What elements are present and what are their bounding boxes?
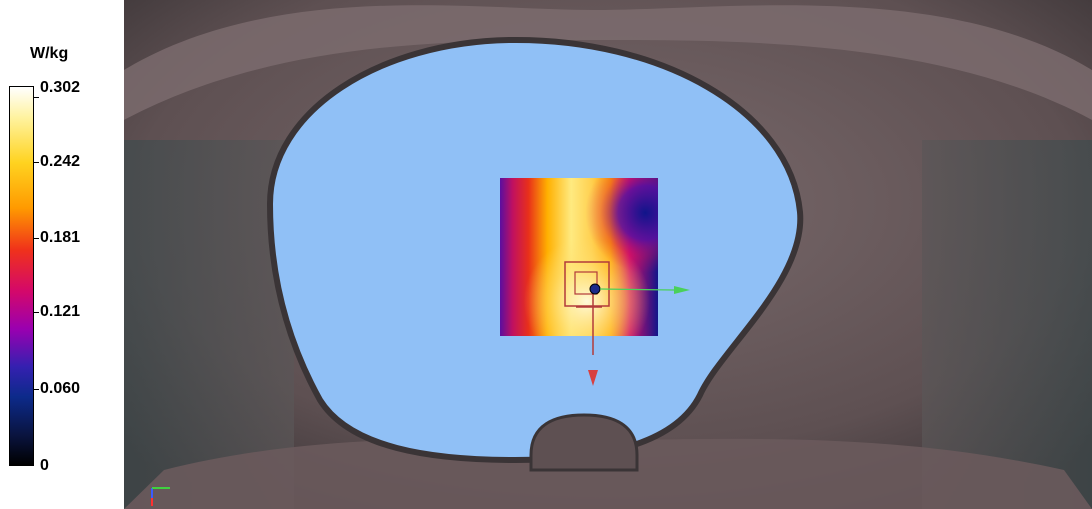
colorbar-label-max: 0.302 — [40, 79, 81, 96]
colorbar-tick — [33, 162, 39, 163]
colorbar-label: 0.121 — [40, 303, 81, 320]
probe-crosshair-icon[interactable] — [564, 261, 610, 355]
axis-triad-icon — [151, 487, 170, 506]
colorbar-tick — [33, 389, 39, 390]
colorbar-label: 0.181 — [40, 229, 81, 246]
colorbar-label: 0.060 — [40, 380, 81, 397]
3d-viewport[interactable] — [124, 0, 1092, 509]
phantom-notch — [529, 413, 639, 472]
colorbar-tick — [33, 97, 39, 98]
upper-rim — [124, 5, 1092, 120]
right-side-shadow — [922, 140, 1092, 509]
green-axis-arrow-icon — [599, 286, 690, 294]
colorbar-label: 0.242 — [40, 153, 81, 170]
colorbar-gradient — [9, 86, 34, 466]
left-side-shadow — [124, 140, 294, 509]
colorbar-tick — [33, 312, 39, 313]
red-axis-arrow-icon — [588, 370, 598, 386]
colorbar-tick — [33, 238, 39, 239]
sar-heatmap[interactable] — [500, 178, 658, 336]
colorbar-unit-label: W/kg — [30, 45, 69, 62]
colorbar-panel: W/kg 0.302 0.242 0.181 0.121 0.060 0 — [0, 0, 124, 509]
scene-canvas[interactable] — [124, 0, 1092, 509]
colorbar-label-min: 0 — [40, 457, 49, 474]
lower-rim — [124, 438, 1092, 509]
